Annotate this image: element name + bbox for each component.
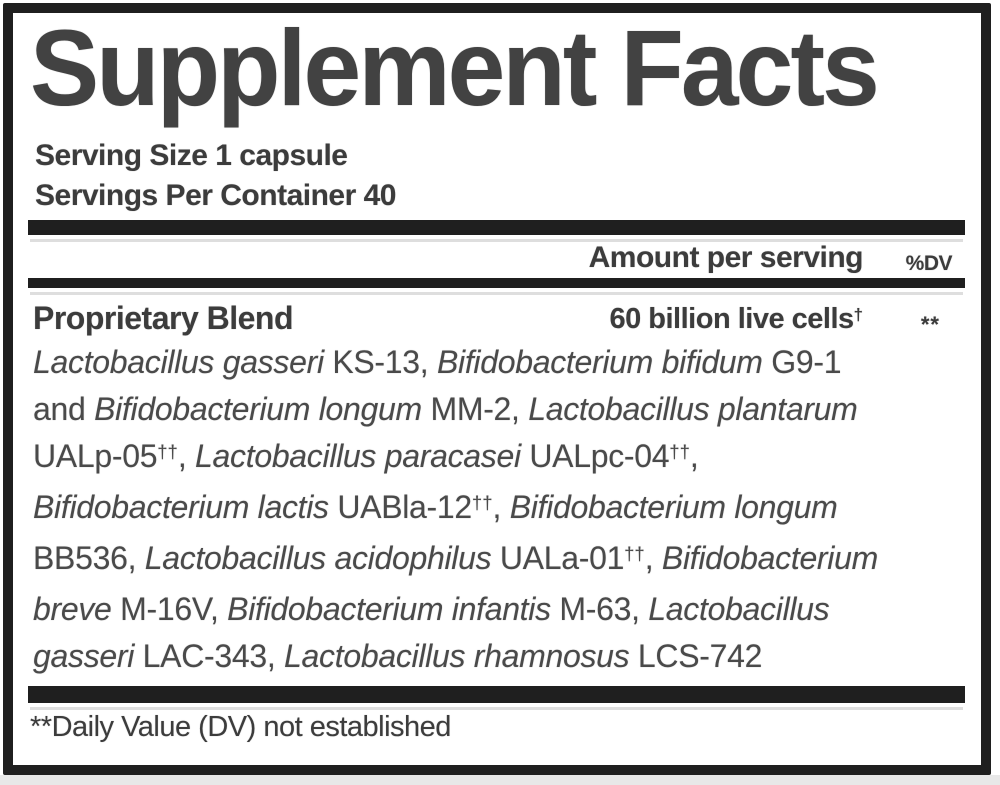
blend-line: gasseri LAC-343, Lactobacillus rhamnosus… xyxy=(33,633,983,680)
amount-per-serving-header: Amount per serving xyxy=(588,241,864,274)
percent-dv-header: %DV xyxy=(905,252,953,275)
proprietary-blend-name: Proprietary Blend xyxy=(33,300,294,336)
blend-line: and Bifidobacterium longum MM-2, Lactoba… xyxy=(33,386,983,433)
strain-code: , xyxy=(689,438,699,474)
blend-line: BB536, Lactobacillus acidophilus UALa-01… xyxy=(33,535,983,586)
blend-line: Lactobacillus gasseri KS-13, Bifidobacte… xyxy=(33,339,983,386)
species-name: Lactobacillus plantarum xyxy=(528,391,858,427)
strain-code: G9-1 xyxy=(762,344,842,380)
strain-code: UALpc-04 xyxy=(520,438,670,474)
serving-size-line: Serving Size 1 capsule xyxy=(35,139,348,172)
species-name: Bifidobacterium xyxy=(661,540,878,576)
strain-code: , xyxy=(177,438,196,474)
strain-code: M-63, xyxy=(550,591,649,627)
strain-code: , xyxy=(492,489,510,525)
strain-code: UALp-05 xyxy=(33,438,158,474)
strain-code: MM-2, xyxy=(421,391,529,427)
blend-line: breve M-16V, Bifidobacterium infantis M-… xyxy=(33,586,983,633)
dagger-superscript: †† xyxy=(624,542,645,564)
separator-bar-thick-top xyxy=(28,220,965,242)
species-name: Bifidobacterium bifidum xyxy=(436,344,763,380)
species-name: Lactobacillus xyxy=(648,591,830,627)
footer-separator-bar xyxy=(28,686,965,710)
strain-code: and xyxy=(33,391,95,427)
proprietary-blend-amount: 60 billion live cells† xyxy=(609,303,863,336)
strain-code: LAC-343, xyxy=(134,638,285,674)
scan-edge-strip xyxy=(0,775,1000,785)
daily-value-footnote: **Daily Value (DV) not established xyxy=(30,711,451,743)
amount-value: 60 billion live cells xyxy=(609,303,854,335)
species-name: gasseri xyxy=(33,638,135,674)
species-name: Lactobacillus acidophilus xyxy=(144,540,492,576)
strain-code: , xyxy=(644,540,662,576)
dagger-superscript: †† xyxy=(157,440,178,462)
supplement-facts-title: Supplement Facts xyxy=(30,7,880,128)
header-separator-bar xyxy=(28,278,965,295)
amount-dagger: † xyxy=(853,304,863,324)
species-name: Bifidobacterium lactis xyxy=(33,489,329,525)
strain-code: KS-13, xyxy=(323,344,437,380)
species-name: Bifidobacterium longum xyxy=(94,391,422,427)
label-border xyxy=(3,3,991,775)
serving-info: Serving Size 1 capsule Servings Per Cont… xyxy=(35,136,396,216)
strain-code: UABla-12 xyxy=(328,489,472,525)
blend-line: UALp-05††, Lactobacillus paracasei UALpc… xyxy=(33,433,983,484)
species-name: Bifidobacterium longum xyxy=(509,489,838,525)
servings-per-container-line: Servings Per Container 40 xyxy=(35,179,396,212)
dagger-superscript: †† xyxy=(471,491,493,513)
strain-code: BB536, xyxy=(33,540,145,576)
blend-description: Lactobacillus gasseri KS-13, Bifidobacte… xyxy=(33,339,983,680)
strain-code: M-16V, xyxy=(111,591,228,627)
proprietary-blend-dv: ** xyxy=(920,312,940,337)
species-name: Lactobacillus paracasei xyxy=(195,438,521,474)
strain-code: LCS-742 xyxy=(629,638,763,674)
species-name: Lactobacillus rhamnosus xyxy=(284,638,630,674)
blend-line: Bifidobacterium lactis UABla-12††, Bifid… xyxy=(33,484,983,535)
strain-code: UALa-01 xyxy=(491,540,625,576)
species-name: Lactobacillus gasseri xyxy=(33,344,324,380)
species-name: Bifidobacterium infantis xyxy=(227,591,551,627)
dagger-superscript: †† xyxy=(669,440,690,462)
species-name: breve xyxy=(33,591,112,627)
